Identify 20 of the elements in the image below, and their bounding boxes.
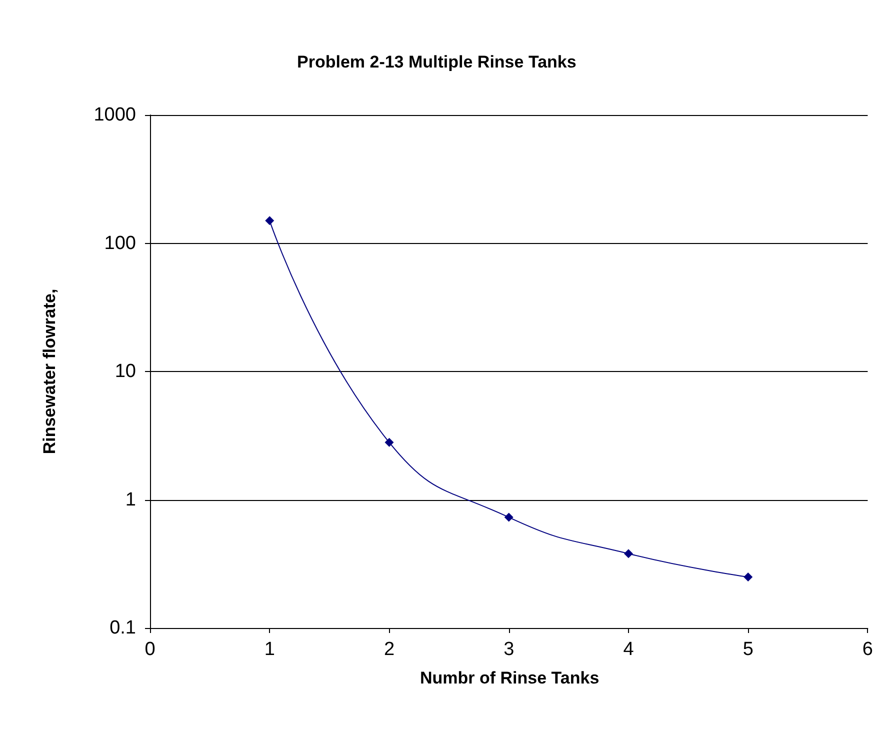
y-tick-label: 1000 xyxy=(94,104,136,126)
x-tick-label: 4 xyxy=(623,639,634,660)
x-tick-label: 5 xyxy=(742,639,754,660)
chart-title: Problem 2-13 Multiple Rinse Tanks xyxy=(297,52,576,72)
x-axis-title: Numbr of Rinse Tanks xyxy=(420,668,600,688)
x-tick-label: 0 xyxy=(144,639,156,660)
y-tick-label: 100 xyxy=(104,232,136,254)
point xyxy=(624,549,633,558)
y-axis-title: Rinsewater flowrate, xyxy=(40,288,59,454)
y-tick-label: 0.1 xyxy=(110,618,136,638)
point xyxy=(504,512,514,522)
x-tick-label: 3 xyxy=(504,639,514,660)
y-tick-label: 10 xyxy=(114,361,136,382)
point xyxy=(265,216,274,226)
point xyxy=(384,438,394,447)
x-tick-label: 6 xyxy=(862,639,874,660)
point xyxy=(744,572,753,582)
x-tick-label: 2 xyxy=(384,639,395,660)
x-tick-label: 1 xyxy=(264,639,275,660)
y-tick-label: 1 xyxy=(125,489,136,510)
